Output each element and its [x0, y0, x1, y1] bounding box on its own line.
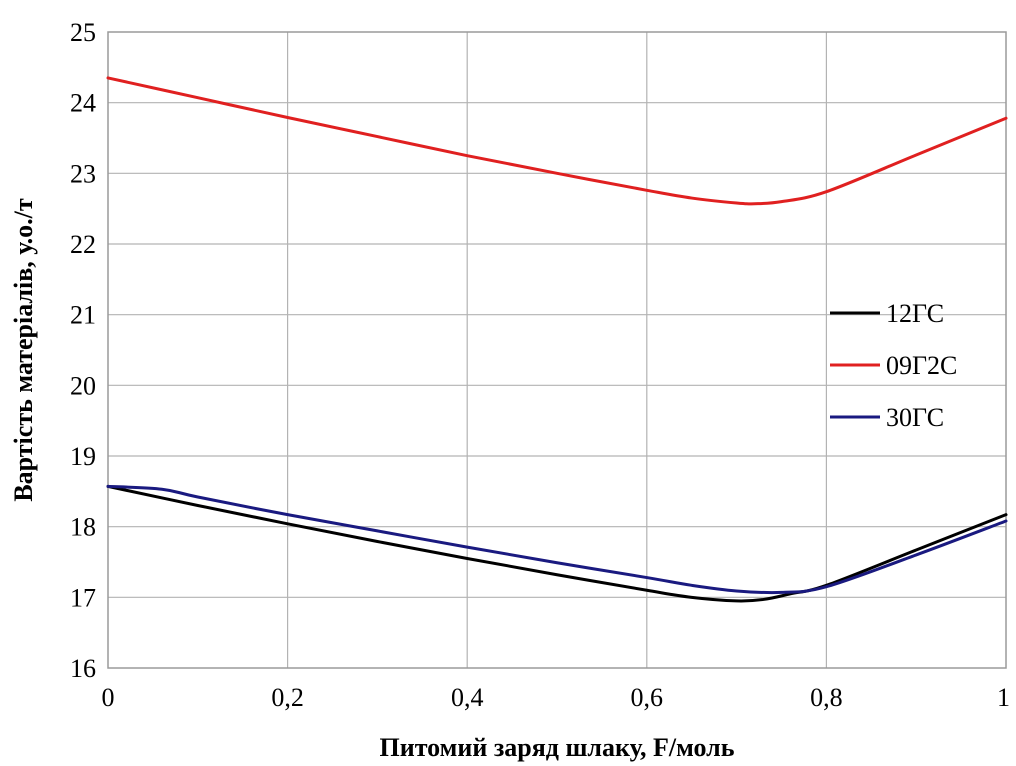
y-tick-label: 21 [70, 301, 96, 330]
series-1-line [106, 484, 1008, 603]
x-axis-title: Питомий заряд шлаку, F/моль [380, 733, 735, 762]
y-tick-label: 25 [70, 18, 96, 47]
series-2-line [106, 76, 1008, 206]
x-tick-label: 0,8 [810, 683, 843, 712]
legend-label: 30ГС [886, 403, 944, 432]
y-tick-label: 16 [70, 654, 96, 683]
series-layer [106, 76, 1008, 603]
x-tick-label: 1 [997, 683, 1010, 712]
x-tick-label: 0,6 [631, 683, 664, 712]
y-tick-label: 17 [70, 583, 96, 612]
tick-labels: 16 17 18 19 20 21 22 23 24 25 0 0,2 0,4 0,6 0,8 1 [70, 18, 1010, 712]
grid [108, 32, 1006, 668]
y-tick-label: 23 [70, 159, 96, 188]
y-tick-label: 19 [70, 442, 96, 471]
y-tick-label: 20 [70, 371, 96, 400]
legend: 12ГС 09Г2С 30ГС [830, 299, 957, 432]
x-tick-label: 0,2 [271, 683, 304, 712]
legend-label: 12ГС [886, 299, 944, 328]
x-tick-label: 0 [102, 683, 115, 712]
y-tick-label: 22 [70, 230, 96, 259]
y-tick-label: 18 [70, 513, 96, 542]
plot-frame [107, 31, 1007, 669]
legend-label: 09Г2С [886, 351, 957, 380]
y-axis-title: Вартість матеріалів, у.о./т [9, 198, 38, 502]
series-3-line [106, 484, 1008, 595]
y-tick-label: 24 [70, 89, 96, 118]
x-tick-label: 0,4 [451, 683, 484, 712]
